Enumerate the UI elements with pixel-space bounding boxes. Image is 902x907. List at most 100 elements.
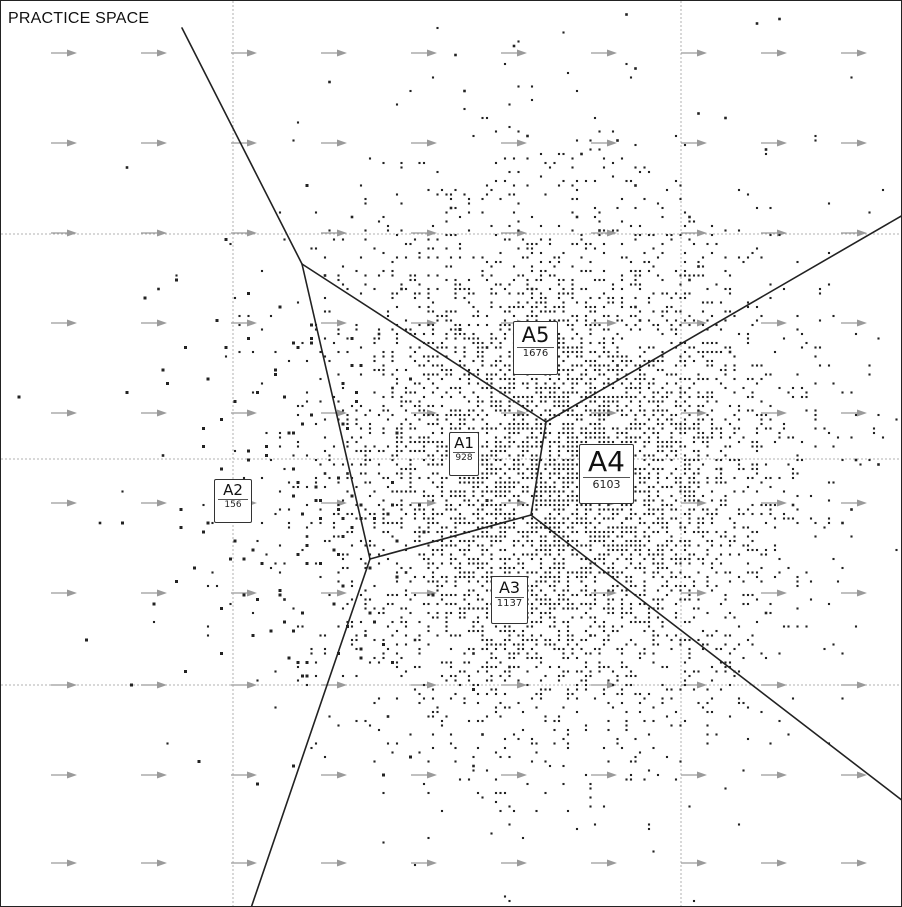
sample-dot (728, 683, 732, 687)
sample-dot (679, 197, 682, 201)
sample-dot (760, 566, 763, 570)
sample-dot (274, 512, 277, 516)
sample-dot (796, 584, 799, 588)
sample-dot (355, 409, 358, 412)
sample-dot (616, 512, 619, 516)
sample-dot (656, 400, 660, 403)
sample-dot (418, 382, 421, 385)
sample-dot (413, 278, 417, 282)
region-label-a1[interactable]: A1 928 (449, 432, 479, 476)
sample-dot (755, 305, 759, 309)
sample-dot (467, 292, 471, 295)
sample-dot (584, 629, 588, 633)
sample-dot (647, 260, 651, 264)
sample-dot (607, 440, 610, 444)
sample-dot (463, 652, 466, 655)
sample-dot (688, 508, 691, 511)
sample-dot (580, 233, 583, 237)
sample-dot (404, 548, 408, 552)
sample-dot (796, 328, 799, 331)
sample-dot (454, 296, 457, 300)
region-label-a2[interactable]: A2 156 (214, 479, 252, 523)
region-label-a5[interactable]: A5 1676 (513, 321, 558, 375)
sample-dot (490, 679, 493, 682)
sample-dot (575, 476, 579, 480)
sample-dot (431, 688, 435, 691)
sample-dot (436, 706, 439, 709)
sample-dot (355, 323, 358, 327)
sample-dot (467, 481, 471, 484)
sample-dot (481, 427, 484, 430)
sample-dot (724, 310, 727, 313)
sample-dot (584, 508, 588, 511)
sample-dot (818, 287, 822, 291)
sample-dot (508, 517, 511, 520)
sample-dot (638, 602, 642, 606)
sample-dot (562, 593, 565, 597)
sample-dot (481, 364, 484, 367)
sample-dot (418, 323, 421, 327)
sample-dot (728, 553, 732, 556)
region-label-a4[interactable]: A4 6103 (579, 444, 634, 504)
sample-dot (557, 377, 561, 381)
sample-dot (593, 530, 597, 534)
sample-dot (535, 287, 538, 291)
sample-dot (517, 643, 520, 646)
sample-dot (418, 508, 421, 511)
sample-dot (751, 395, 754, 399)
sample-dot (575, 215, 579, 219)
arrow-icon (321, 49, 347, 57)
sample-dot (665, 526, 669, 529)
sample-dot (746, 377, 750, 381)
sample-dot (602, 364, 606, 367)
sample-dot (769, 611, 772, 615)
sample-dot (791, 472, 795, 475)
sample-dot (634, 436, 637, 439)
sample-dot (364, 629, 367, 633)
sample-dot (611, 539, 615, 543)
sample-dot (382, 368, 385, 372)
sample-dot (458, 386, 462, 390)
sample-dot (517, 530, 520, 534)
sample-dot (463, 701, 466, 705)
sample-dot (310, 341, 313, 345)
sample-dot (409, 481, 412, 484)
sample-dot (683, 670, 687, 673)
sample-dot (445, 499, 448, 502)
sample-dot (314, 485, 318, 489)
sample-dot (323, 539, 327, 543)
sample-dot (499, 481, 502, 484)
sample-dot (571, 472, 574, 475)
sample-dot (526, 157, 529, 160)
sample-dot (557, 508, 561, 511)
sample-dot (296, 445, 300, 448)
sample-dot (467, 661, 471, 664)
region-label-a3[interactable]: A3 1137 (491, 576, 528, 624)
sample-dot (607, 400, 610, 403)
sample-dot (679, 391, 682, 394)
sample-dot (706, 287, 709, 291)
sample-dot (544, 643, 547, 646)
sample-dot (512, 481, 516, 484)
arrow-icon (51, 859, 77, 867)
sample-dot (499, 458, 502, 462)
sample-dot (602, 557, 606, 561)
sample-dot (580, 503, 583, 507)
sample-dot (400, 400, 403, 403)
sample-dot (575, 710, 579, 714)
sample-dot (427, 377, 430, 381)
sample-dot (287, 359, 291, 363)
sample-dot (278, 589, 282, 592)
sample-dot (562, 566, 565, 570)
sample-dot (778, 17, 781, 21)
sample-dot (589, 530, 592, 534)
sample-dot (445, 233, 448, 237)
sample-dot (499, 409, 502, 412)
sample-dot (539, 526, 543, 529)
sample-dot (467, 521, 471, 525)
sample-dot (494, 427, 498, 430)
sample-dot (440, 476, 444, 480)
sample-dot (580, 256, 583, 259)
sample-dot (760, 481, 763, 484)
